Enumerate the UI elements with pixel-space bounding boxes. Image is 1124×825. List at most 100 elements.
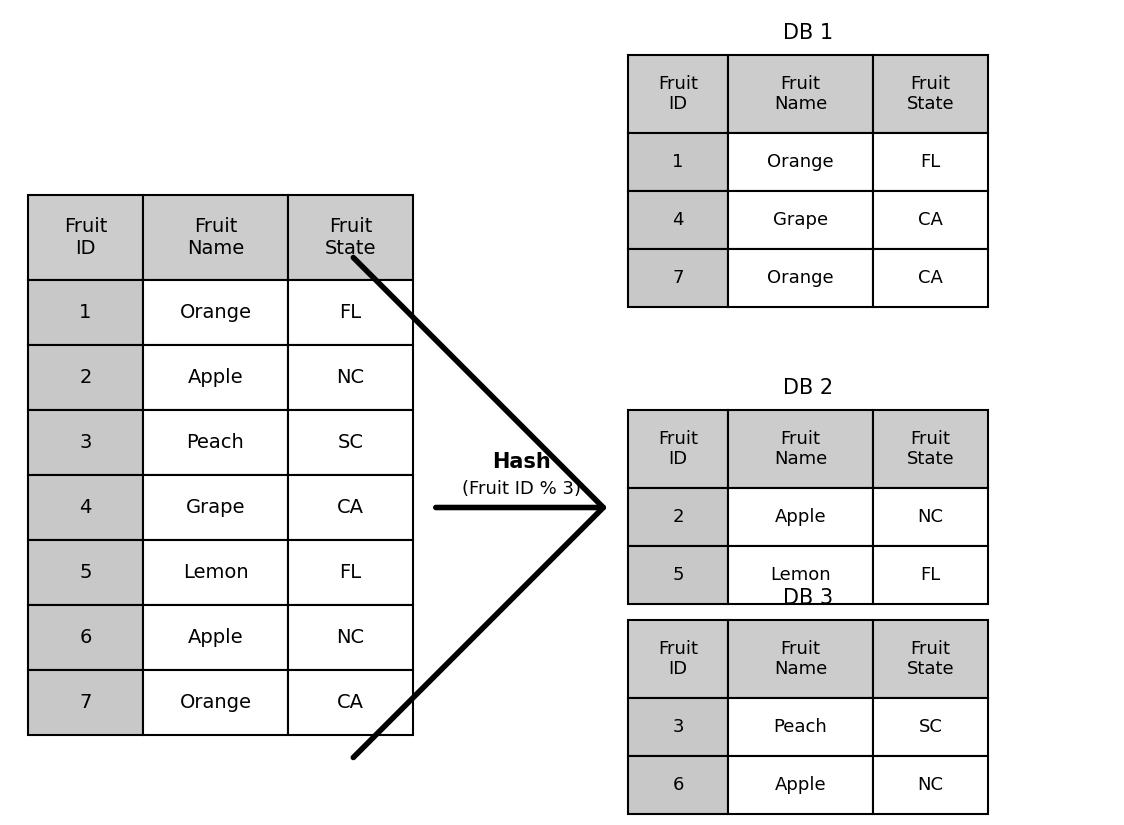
- Bar: [143, 345, 288, 410]
- Text: DB 2: DB 2: [783, 378, 833, 398]
- Bar: [873, 546, 988, 604]
- Text: CA: CA: [918, 211, 943, 229]
- Text: 7: 7: [672, 269, 683, 287]
- Text: DB 1: DB 1: [783, 23, 833, 43]
- Bar: [288, 410, 413, 475]
- Bar: [628, 191, 728, 249]
- Text: NC: NC: [336, 368, 364, 387]
- Text: Grape: Grape: [185, 498, 245, 517]
- Text: Apple: Apple: [188, 628, 243, 647]
- Text: NC: NC: [336, 628, 364, 647]
- Bar: [873, 698, 988, 756]
- Bar: [728, 756, 873, 814]
- Bar: [873, 249, 988, 307]
- Bar: [288, 475, 413, 540]
- Text: Hash: Hash: [492, 452, 551, 473]
- Bar: [28, 195, 143, 280]
- Text: 6: 6: [80, 628, 92, 647]
- Text: SC: SC: [337, 433, 363, 452]
- Bar: [28, 410, 143, 475]
- Text: Apple: Apple: [188, 368, 243, 387]
- Text: Fruit
ID: Fruit ID: [64, 217, 107, 258]
- Text: CA: CA: [918, 269, 943, 287]
- Text: 1: 1: [672, 153, 683, 171]
- Bar: [28, 540, 143, 605]
- Text: Orange: Orange: [768, 153, 834, 171]
- Text: Fruit
State: Fruit State: [907, 430, 954, 469]
- Text: Lemon: Lemon: [770, 566, 831, 584]
- Text: FL: FL: [921, 153, 941, 171]
- Text: FL: FL: [921, 566, 941, 584]
- Bar: [628, 55, 728, 133]
- Bar: [288, 195, 413, 280]
- Bar: [143, 410, 288, 475]
- Bar: [143, 540, 288, 605]
- Bar: [288, 345, 413, 410]
- Bar: [873, 55, 988, 133]
- Bar: [628, 488, 728, 546]
- Text: Fruit
State: Fruit State: [325, 217, 377, 258]
- Text: DB 3: DB 3: [783, 588, 833, 608]
- Bar: [628, 546, 728, 604]
- Text: Peach: Peach: [187, 433, 244, 452]
- Bar: [28, 280, 143, 345]
- Bar: [143, 475, 288, 540]
- Bar: [728, 191, 873, 249]
- Text: Fruit
State: Fruit State: [907, 74, 954, 113]
- Text: CA: CA: [337, 693, 364, 712]
- Text: Lemon: Lemon: [183, 563, 248, 582]
- Bar: [288, 670, 413, 735]
- Bar: [728, 620, 873, 698]
- Text: Grape: Grape: [773, 211, 828, 229]
- Bar: [28, 605, 143, 670]
- Text: SC: SC: [918, 718, 942, 736]
- Bar: [628, 133, 728, 191]
- Text: 2: 2: [672, 508, 683, 526]
- Bar: [728, 133, 873, 191]
- Text: Orange: Orange: [768, 269, 834, 287]
- Bar: [288, 605, 413, 670]
- Bar: [873, 488, 988, 546]
- Bar: [143, 195, 288, 280]
- Bar: [288, 540, 413, 605]
- Text: Fruit
ID: Fruit ID: [658, 430, 698, 469]
- Bar: [873, 133, 988, 191]
- Text: Apple: Apple: [774, 776, 826, 794]
- Text: 3: 3: [80, 433, 92, 452]
- Text: 6: 6: [672, 776, 683, 794]
- Text: Fruit
Name: Fruit Name: [774, 639, 827, 678]
- Text: Fruit
ID: Fruit ID: [658, 74, 698, 113]
- Bar: [873, 410, 988, 488]
- Bar: [873, 191, 988, 249]
- Text: 5: 5: [80, 563, 92, 582]
- Bar: [628, 410, 728, 488]
- Text: Fruit
Name: Fruit Name: [774, 74, 827, 113]
- Text: CA: CA: [337, 498, 364, 517]
- Text: FL: FL: [339, 303, 362, 322]
- Text: Fruit
Name: Fruit Name: [187, 217, 244, 258]
- Text: Peach: Peach: [773, 718, 827, 736]
- Bar: [728, 249, 873, 307]
- Text: 2: 2: [80, 368, 92, 387]
- Bar: [728, 546, 873, 604]
- Text: 4: 4: [672, 211, 683, 229]
- Bar: [28, 670, 143, 735]
- Bar: [873, 620, 988, 698]
- Bar: [143, 280, 288, 345]
- Bar: [143, 605, 288, 670]
- Bar: [628, 756, 728, 814]
- Bar: [628, 249, 728, 307]
- Bar: [28, 475, 143, 540]
- Bar: [728, 55, 873, 133]
- Bar: [873, 756, 988, 814]
- Bar: [288, 280, 413, 345]
- Bar: [28, 345, 143, 410]
- Text: FL: FL: [339, 563, 362, 582]
- Text: 7: 7: [80, 693, 92, 712]
- Bar: [628, 698, 728, 756]
- Text: Fruit
State: Fruit State: [907, 639, 954, 678]
- Text: 1: 1: [80, 303, 92, 322]
- Text: 3: 3: [672, 718, 683, 736]
- Text: Orange: Orange: [180, 693, 252, 712]
- Text: 4: 4: [80, 498, 92, 517]
